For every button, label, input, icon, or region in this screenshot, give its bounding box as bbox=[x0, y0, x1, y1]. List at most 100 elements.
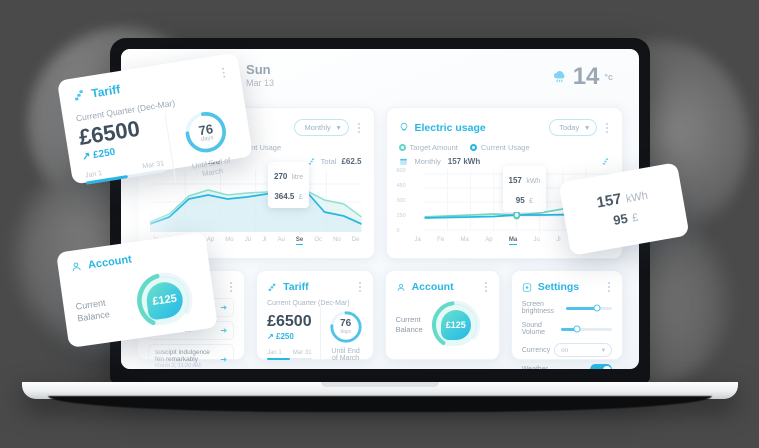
electric-total bbox=[601, 157, 610, 166]
clock-date-block: Sun Mar 13 bbox=[246, 62, 274, 89]
weather-temperature: 14 bbox=[572, 63, 600, 90]
tariff-progress-bar bbox=[267, 358, 312, 360]
water-range-dropdown[interactable]: Monthly ▾ bbox=[294, 119, 349, 136]
list-item-body: suscipit indulgence fen remarkably March… bbox=[155, 349, 220, 369]
electric-range-label: Today bbox=[559, 123, 580, 132]
user-icon bbox=[397, 283, 404, 291]
account-label-line1: Current bbox=[395, 314, 421, 324]
brightness-slider[interactable] bbox=[566, 304, 612, 312]
arrow-right-icon: ➔ bbox=[220, 354, 228, 364]
water-tick-5: Ju bbox=[244, 237, 252, 243]
chevron-down-icon: ▾ bbox=[601, 347, 605, 354]
setting-label-brightness: Screen brightness bbox=[521, 301, 554, 315]
floating-tooltip-unit: kWh bbox=[625, 189, 649, 206]
currency-select[interactable]: on ▾ bbox=[554, 343, 612, 357]
floating-tariff-header: Tariff bbox=[71, 65, 227, 103]
floating-tariff-ring: 76 days bbox=[181, 107, 231, 157]
volume-slider[interactable] bbox=[561, 325, 612, 333]
floating-tariff-days-unit: days bbox=[200, 134, 214, 143]
floating-account-title: Account bbox=[69, 253, 132, 275]
water-tick-6: Jl bbox=[262, 237, 267, 243]
list-item[interactable]: suscipit indulgence fen remarkably March… bbox=[148, 344, 235, 369]
account-card-menu-button[interactable] bbox=[483, 280, 489, 294]
water-tick-3: Ap bbox=[206, 237, 215, 243]
floating-tariff-menu-button[interactable] bbox=[220, 65, 228, 80]
tariff-days: 76 days bbox=[329, 310, 363, 344]
messages-card-menu-button[interactable] bbox=[228, 280, 234, 294]
water-tooltip-currency: £ bbox=[298, 194, 303, 201]
tariff-card: Tariff Current Quarter (Dec-Mar) £6500 ↗… bbox=[256, 270, 374, 362]
tariff-subtitle: Current Quarter (Dec-Mar) bbox=[267, 300, 350, 307]
water-tooltip-value: 270 bbox=[274, 172, 288, 181]
tariff-icon bbox=[74, 90, 83, 101]
setting-row-volume: Sound Volume bbox=[522, 322, 612, 336]
electric-range-dropdown[interactable]: Today ▾ bbox=[549, 119, 597, 136]
electric-marker-point[interactable] bbox=[512, 210, 520, 220]
arrow-right-icon: ➔ bbox=[220, 326, 228, 335]
electric-card-menu-button[interactable] bbox=[604, 121, 610, 135]
floating-account-balance: £125 bbox=[151, 292, 178, 308]
water-card-controls: Monthly ▾ bbox=[294, 119, 361, 136]
tariff-date-start: Jan 1 bbox=[267, 350, 282, 356]
electric-card-header: Electric usage Today ▾ bbox=[399, 119, 611, 136]
floating-tariff-date-start: Jan 1 bbox=[84, 169, 103, 180]
electric-tick-3: Ap bbox=[485, 237, 493, 243]
water-total-value: £62.5 bbox=[341, 157, 362, 166]
floating-account-title-text: Account bbox=[87, 253, 133, 272]
electric-substats: Monthly 157 kWh bbox=[399, 157, 611, 166]
electric-tooltip-unit: kWh bbox=[526, 178, 541, 185]
floating-tariff-right: 76 days Until End of March bbox=[164, 102, 243, 183]
electric-tick-5: Ju bbox=[533, 237, 540, 243]
water-tooltip-line2: 364.5 £ bbox=[274, 185, 303, 205]
tariff-card-menu-button[interactable] bbox=[357, 280, 363, 294]
account-card-header: Account bbox=[396, 280, 489, 294]
electric-ytick-0: 0 bbox=[396, 228, 400, 234]
floating-account-label: Current Balance bbox=[75, 296, 111, 325]
tariff-card-header: Tariff bbox=[267, 280, 363, 294]
floating-tariff-title-text: Tariff bbox=[90, 82, 122, 101]
weather-widget: 14 °c bbox=[551, 63, 623, 89]
water-chart: 270 litre 364.5 £ Ja Fe Ma bbox=[150, 162, 362, 248]
water-tick-8: Se bbox=[295, 237, 304, 245]
setting-label-weather: Weather bbox=[522, 366, 548, 369]
tariff-days-unit: days bbox=[340, 329, 351, 335]
setting-label-currency: Currency bbox=[521, 346, 551, 354]
electric-tooltip: 157 kWh 95 £ bbox=[502, 166, 547, 212]
water-total: Total £62.5 bbox=[307, 157, 362, 166]
setting-row-currency: Currency on ▾ bbox=[522, 343, 612, 357]
messages-card-header bbox=[148, 280, 234, 294]
tariff-delta: ↗ £250 bbox=[267, 332, 294, 341]
tariff-left: £6500 ↗ £250 Jan 1 Mar 31 bbox=[267, 307, 312, 362]
clock-day: Sun bbox=[246, 62, 271, 77]
account-balance-gauge: £125 bbox=[429, 298, 483, 352]
electric-tick-2: Ma bbox=[460, 237, 469, 243]
electric-tooltip-value: 157 bbox=[508, 176, 522, 185]
floating-tooltip-value: 157 bbox=[595, 190, 623, 212]
electric-stat-period: Monthly bbox=[414, 157, 441, 166]
legend-label-target: Target Amount bbox=[409, 143, 458, 152]
weather-toggle[interactable] bbox=[590, 364, 612, 369]
account-card: Account Current Balance bbox=[384, 270, 500, 360]
tariff-icon bbox=[308, 158, 314, 165]
settings-card-menu-button[interactable] bbox=[606, 280, 612, 294]
tariff-icon bbox=[268, 283, 276, 291]
currency-value: on bbox=[561, 346, 569, 354]
settings-card: Settings Screen brightness Sound Volume … bbox=[510, 270, 623, 369]
account-balance-value: £125 bbox=[445, 320, 466, 330]
settings-card-title-text: Settings bbox=[537, 281, 580, 293]
floating-account-body: Current Balance £125 bbox=[72, 264, 205, 343]
laptop-shadow-foot bbox=[48, 396, 712, 412]
legend-item-target: Target Amount bbox=[398, 143, 458, 152]
gear-icon bbox=[522, 282, 531, 292]
tariff-dates: Jan 1 Mar 31 bbox=[267, 350, 312, 356]
water-usage-card: usage Monthly ▾ Tar bbox=[137, 107, 375, 259]
setting-row-brightness: Screen brightness bbox=[522, 301, 612, 315]
water-tooltip-line1: 270 litre bbox=[274, 165, 303, 185]
water-tooltip-cost: 364.5 bbox=[274, 192, 295, 201]
legend-label-current: Current Usage bbox=[480, 143, 530, 152]
account-label-line2: Balance bbox=[395, 325, 423, 334]
settings-card-title: Settings bbox=[522, 281, 579, 293]
water-card-menu-button[interactable] bbox=[356, 121, 362, 135]
floating-tariff-ring-svg bbox=[186, 111, 227, 153]
electric-ytick-150: 150 bbox=[396, 213, 406, 219]
